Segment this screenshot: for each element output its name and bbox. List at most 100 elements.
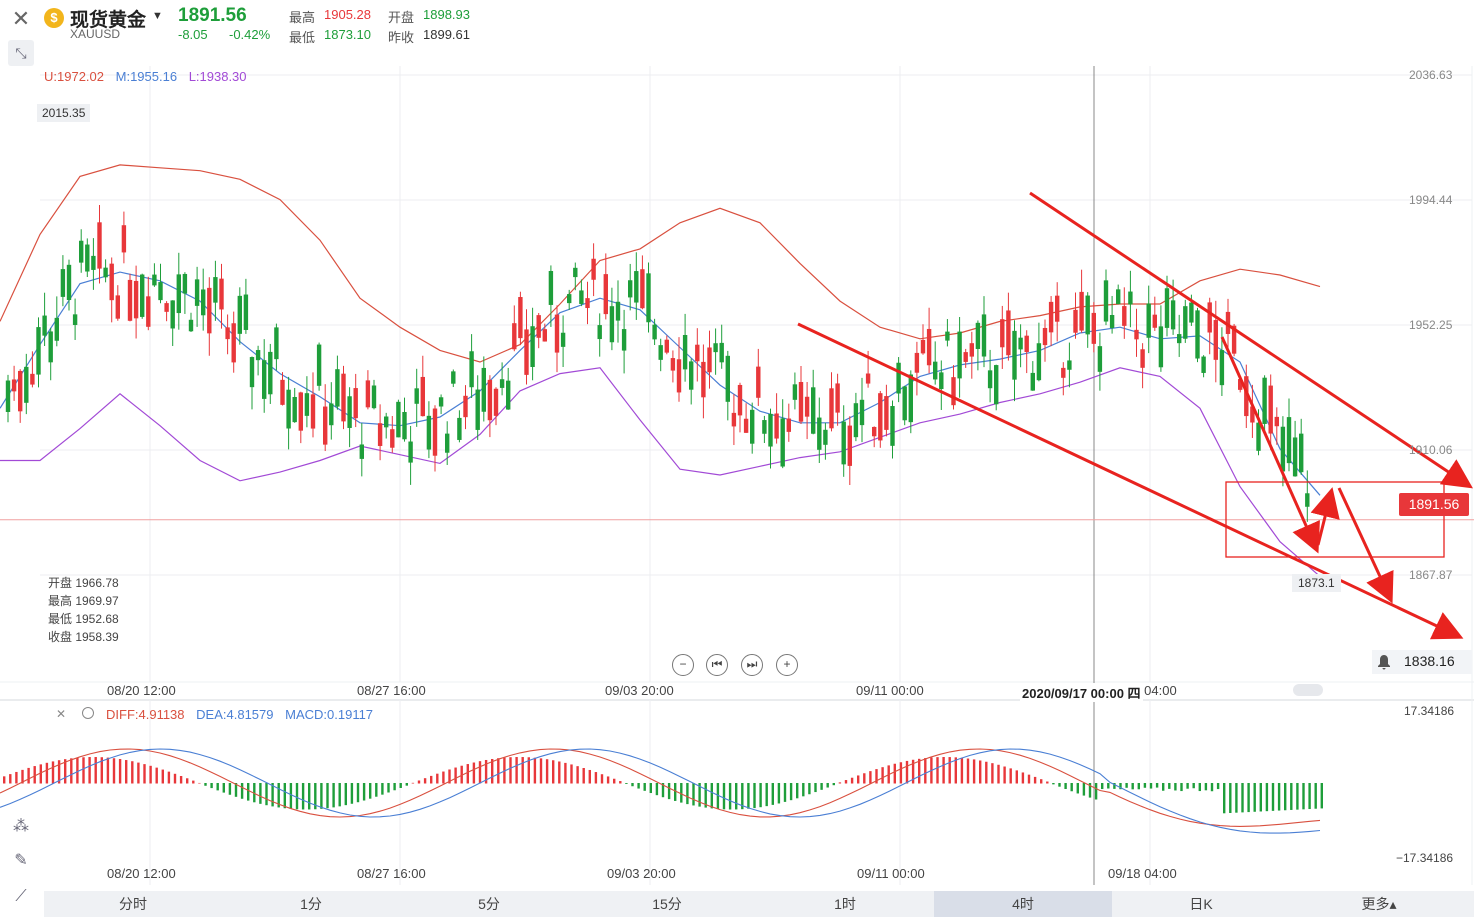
price-alert[interactable] — [1372, 650, 1472, 674]
tab-more[interactable]: 更多▴ — [1361, 896, 1397, 912]
macd-bar — [332, 783, 335, 808]
collapse-icon[interactable]: ⤡ — [8, 40, 34, 66]
candle-body — [219, 278, 224, 310]
candle-body — [743, 418, 749, 433]
macd-bar — [1284, 783, 1287, 811]
close-icon[interactable]: ✕ — [11, 6, 31, 31]
candle-body — [109, 263, 114, 301]
zoom-out-icon[interactable]: − — [672, 654, 694, 676]
tab-4hour[interactable]: 4时 — [934, 891, 1112, 917]
macd-bar — [570, 764, 573, 784]
macd-bar — [497, 758, 500, 784]
candle-body — [408, 441, 413, 463]
macd-bar — [1247, 783, 1250, 813]
macd-bar — [179, 776, 183, 784]
tab-fenshi[interactable]: 分时 — [119, 896, 147, 912]
candle-body — [1177, 334, 1182, 344]
macd-bar — [588, 769, 591, 784]
drawn-arrow-up — [1310, 487, 1340, 546]
prev-icon[interactable]: ⏮ — [706, 654, 728, 676]
tab-5min[interactable]: 5分 — [478, 896, 500, 912]
candle-body — [1201, 356, 1206, 373]
candle-body — [542, 329, 547, 342]
macd-bar — [1113, 783, 1116, 789]
macd-bar — [1241, 783, 1244, 813]
pen-icon[interactable]: ✎ — [14, 852, 28, 869]
indicator-icon[interactable]: ⁂ — [13, 818, 29, 835]
candle-body — [658, 345, 663, 360]
settings-icon[interactable] — [82, 707, 94, 719]
highlight-box — [1225, 481, 1445, 558]
candle-body — [1048, 301, 1054, 333]
scroll-indicator[interactable] — [1293, 684, 1323, 696]
macd-bar — [39, 764, 42, 784]
candle-body — [804, 396, 810, 417]
line-tool-icon[interactable]: ⟋ — [15, 888, 27, 905]
boll-middle-line — [0, 271, 1321, 496]
chevron-down-icon[interactable]: ▼ — [152, 10, 163, 22]
gold-icon — [44, 8, 64, 28]
macd-bar — [643, 783, 646, 791]
candle-body — [603, 274, 608, 315]
macd-bar — [125, 760, 128, 784]
macd-bar — [1308, 783, 1311, 810]
macd-diff-line — [0, 748, 1321, 827]
boll-upper-line — [0, 164, 1321, 363]
macd-bar — [308, 783, 311, 810]
open-value: 1898.93 — [423, 7, 470, 22]
macd-bar — [375, 783, 378, 797]
candle-body — [377, 423, 383, 446]
next-icon[interactable]: ⏭ — [741, 654, 763, 676]
tab-15min[interactable]: 15分 — [652, 896, 682, 912]
macd-bar — [320, 783, 323, 809]
alert-value: 1838.16 — [1404, 653, 1455, 669]
macd-bar — [1216, 783, 1220, 790]
candle-body — [420, 376, 425, 417]
macd-bar — [667, 783, 671, 800]
candle-body — [445, 433, 450, 453]
macd-y-top: 17.34186 — [1404, 704, 1455, 718]
macd-bar — [1149, 783, 1153, 789]
macd-bar — [1125, 783, 1128, 788]
close-icon[interactable]: ✕ — [56, 707, 67, 721]
macd-bar — [491, 758, 494, 784]
instrument-title[interactable]: 现货黄金 — [70, 10, 147, 31]
macd-bar — [1314, 783, 1317, 809]
candle-body — [323, 406, 328, 445]
y-tick: 1867.87 — [1409, 568, 1453, 582]
candle-body — [1164, 288, 1170, 328]
candle-body — [359, 444, 364, 459]
low-value: 1873.10 — [324, 27, 371, 42]
trend-line-lower — [797, 322, 1464, 640]
candle-body — [1116, 289, 1121, 305]
macd-bar — [619, 781, 622, 784]
macd-bar — [911, 759, 915, 784]
macd-bar — [716, 783, 720, 809]
candle-body — [579, 290, 584, 304]
candle-body — [1256, 422, 1261, 451]
bell-icon[interactable] — [1376, 654, 1392, 670]
candle-body — [615, 301, 621, 321]
macd-bar — [149, 765, 152, 784]
candle-body — [286, 389, 291, 429]
candle-body — [939, 372, 944, 390]
zoom-in-icon[interactable]: + — [776, 654, 798, 676]
candle-body — [567, 294, 572, 304]
macd-bar — [1119, 783, 1122, 790]
macd-bar — [137, 762, 140, 784]
macd-bar — [838, 782, 842, 784]
macd-bar — [216, 783, 219, 791]
candle-body — [91, 255, 96, 270]
macd-bar — [924, 758, 927, 784]
candle-body — [1299, 433, 1304, 473]
candle-body — [591, 258, 596, 280]
macd-bar — [948, 757, 951, 784]
macd-bar — [106, 757, 110, 784]
macd-bar — [247, 783, 250, 801]
tab-1hour[interactable]: 1时 — [834, 896, 856, 912]
macd-bar — [186, 778, 189, 784]
tab-daily[interactable]: 日K — [1189, 896, 1213, 912]
candle-body — [201, 289, 206, 316]
tab-1min[interactable]: 1分 — [300, 896, 322, 912]
